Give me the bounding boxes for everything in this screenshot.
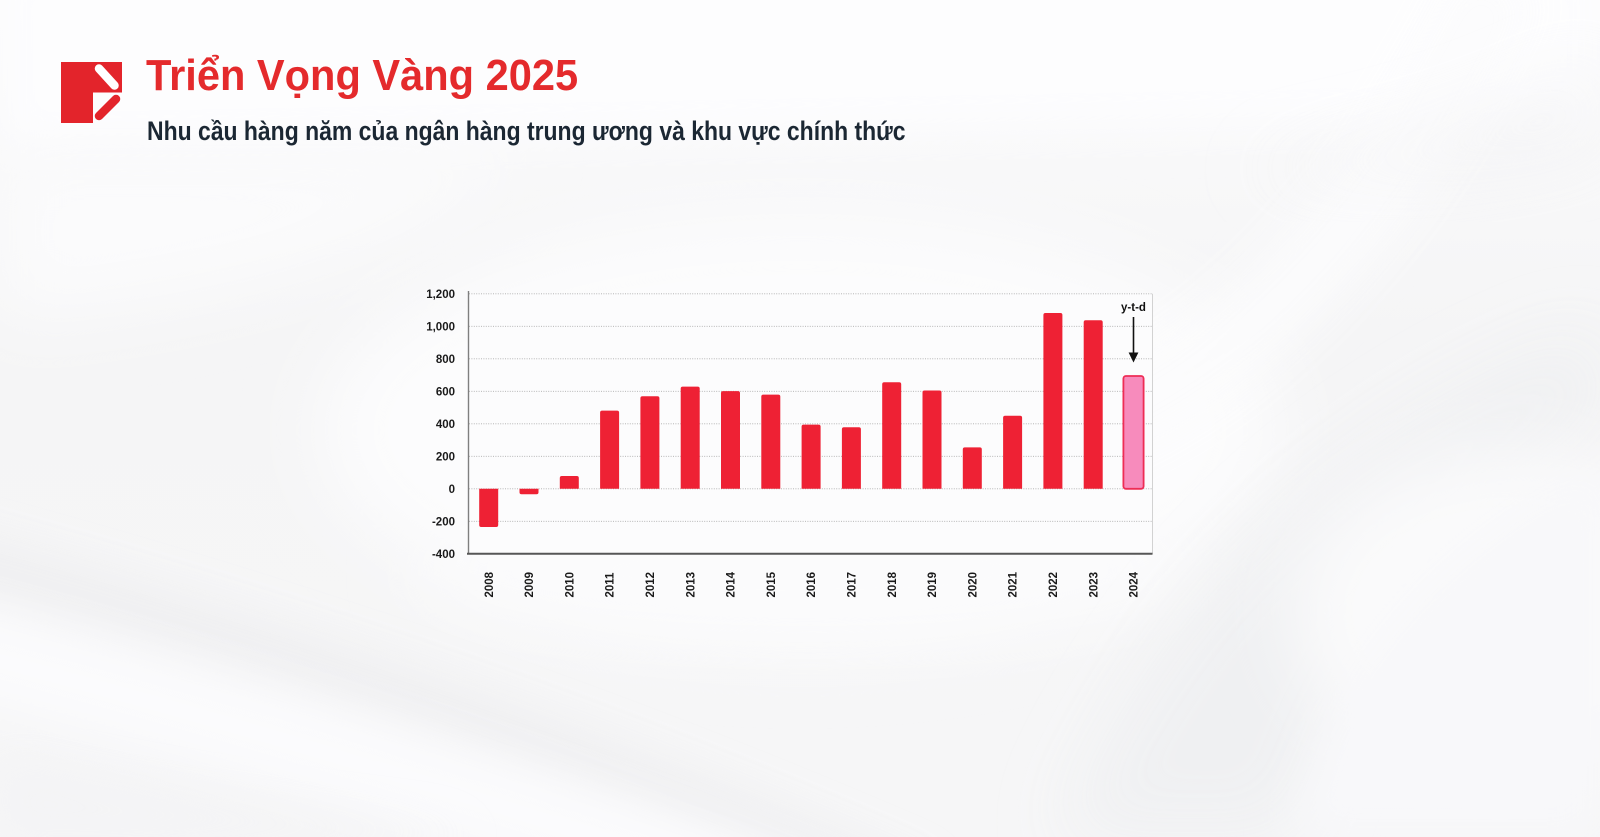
svg-text:0: 0 [449, 484, 455, 496]
svg-text:y-t-d: y-t-d [1121, 302, 1146, 314]
svg-text:-200: -200 [432, 516, 455, 528]
svg-text:2022: 2022 [1048, 572, 1060, 598]
svg-text:2012: 2012 [645, 572, 657, 598]
svg-text:2018: 2018 [887, 571, 899, 597]
svg-text:2020: 2020 [967, 572, 979, 598]
svg-text:2015: 2015 [766, 571, 778, 597]
svg-text:2011: 2011 [605, 572, 617, 598]
svg-text:2021: 2021 [1008, 571, 1020, 597]
svg-text:2024: 2024 [1129, 571, 1141, 597]
svg-text:2014: 2014 [726, 571, 738, 597]
svg-text:2009: 2009 [524, 572, 536, 598]
svg-text:400: 400 [436, 419, 455, 431]
svg-text:1,200: 1,200 [426, 289, 455, 301]
svg-text:2016: 2016 [806, 572, 818, 598]
svg-text:2019: 2019 [927, 572, 939, 598]
svg-text:2023: 2023 [1088, 572, 1100, 598]
svg-text:600: 600 [436, 386, 455, 398]
svg-text:-400: -400 [432, 549, 455, 561]
svg-text:200: 200 [436, 451, 455, 463]
svg-text:2017: 2017 [847, 572, 859, 598]
svg-text:800: 800 [436, 354, 455, 366]
svg-text:1,000: 1,000 [426, 321, 455, 333]
svg-text:2013: 2013 [685, 572, 697, 598]
svg-text:2010: 2010 [564, 572, 576, 598]
svg-text:2008: 2008 [484, 571, 496, 597]
